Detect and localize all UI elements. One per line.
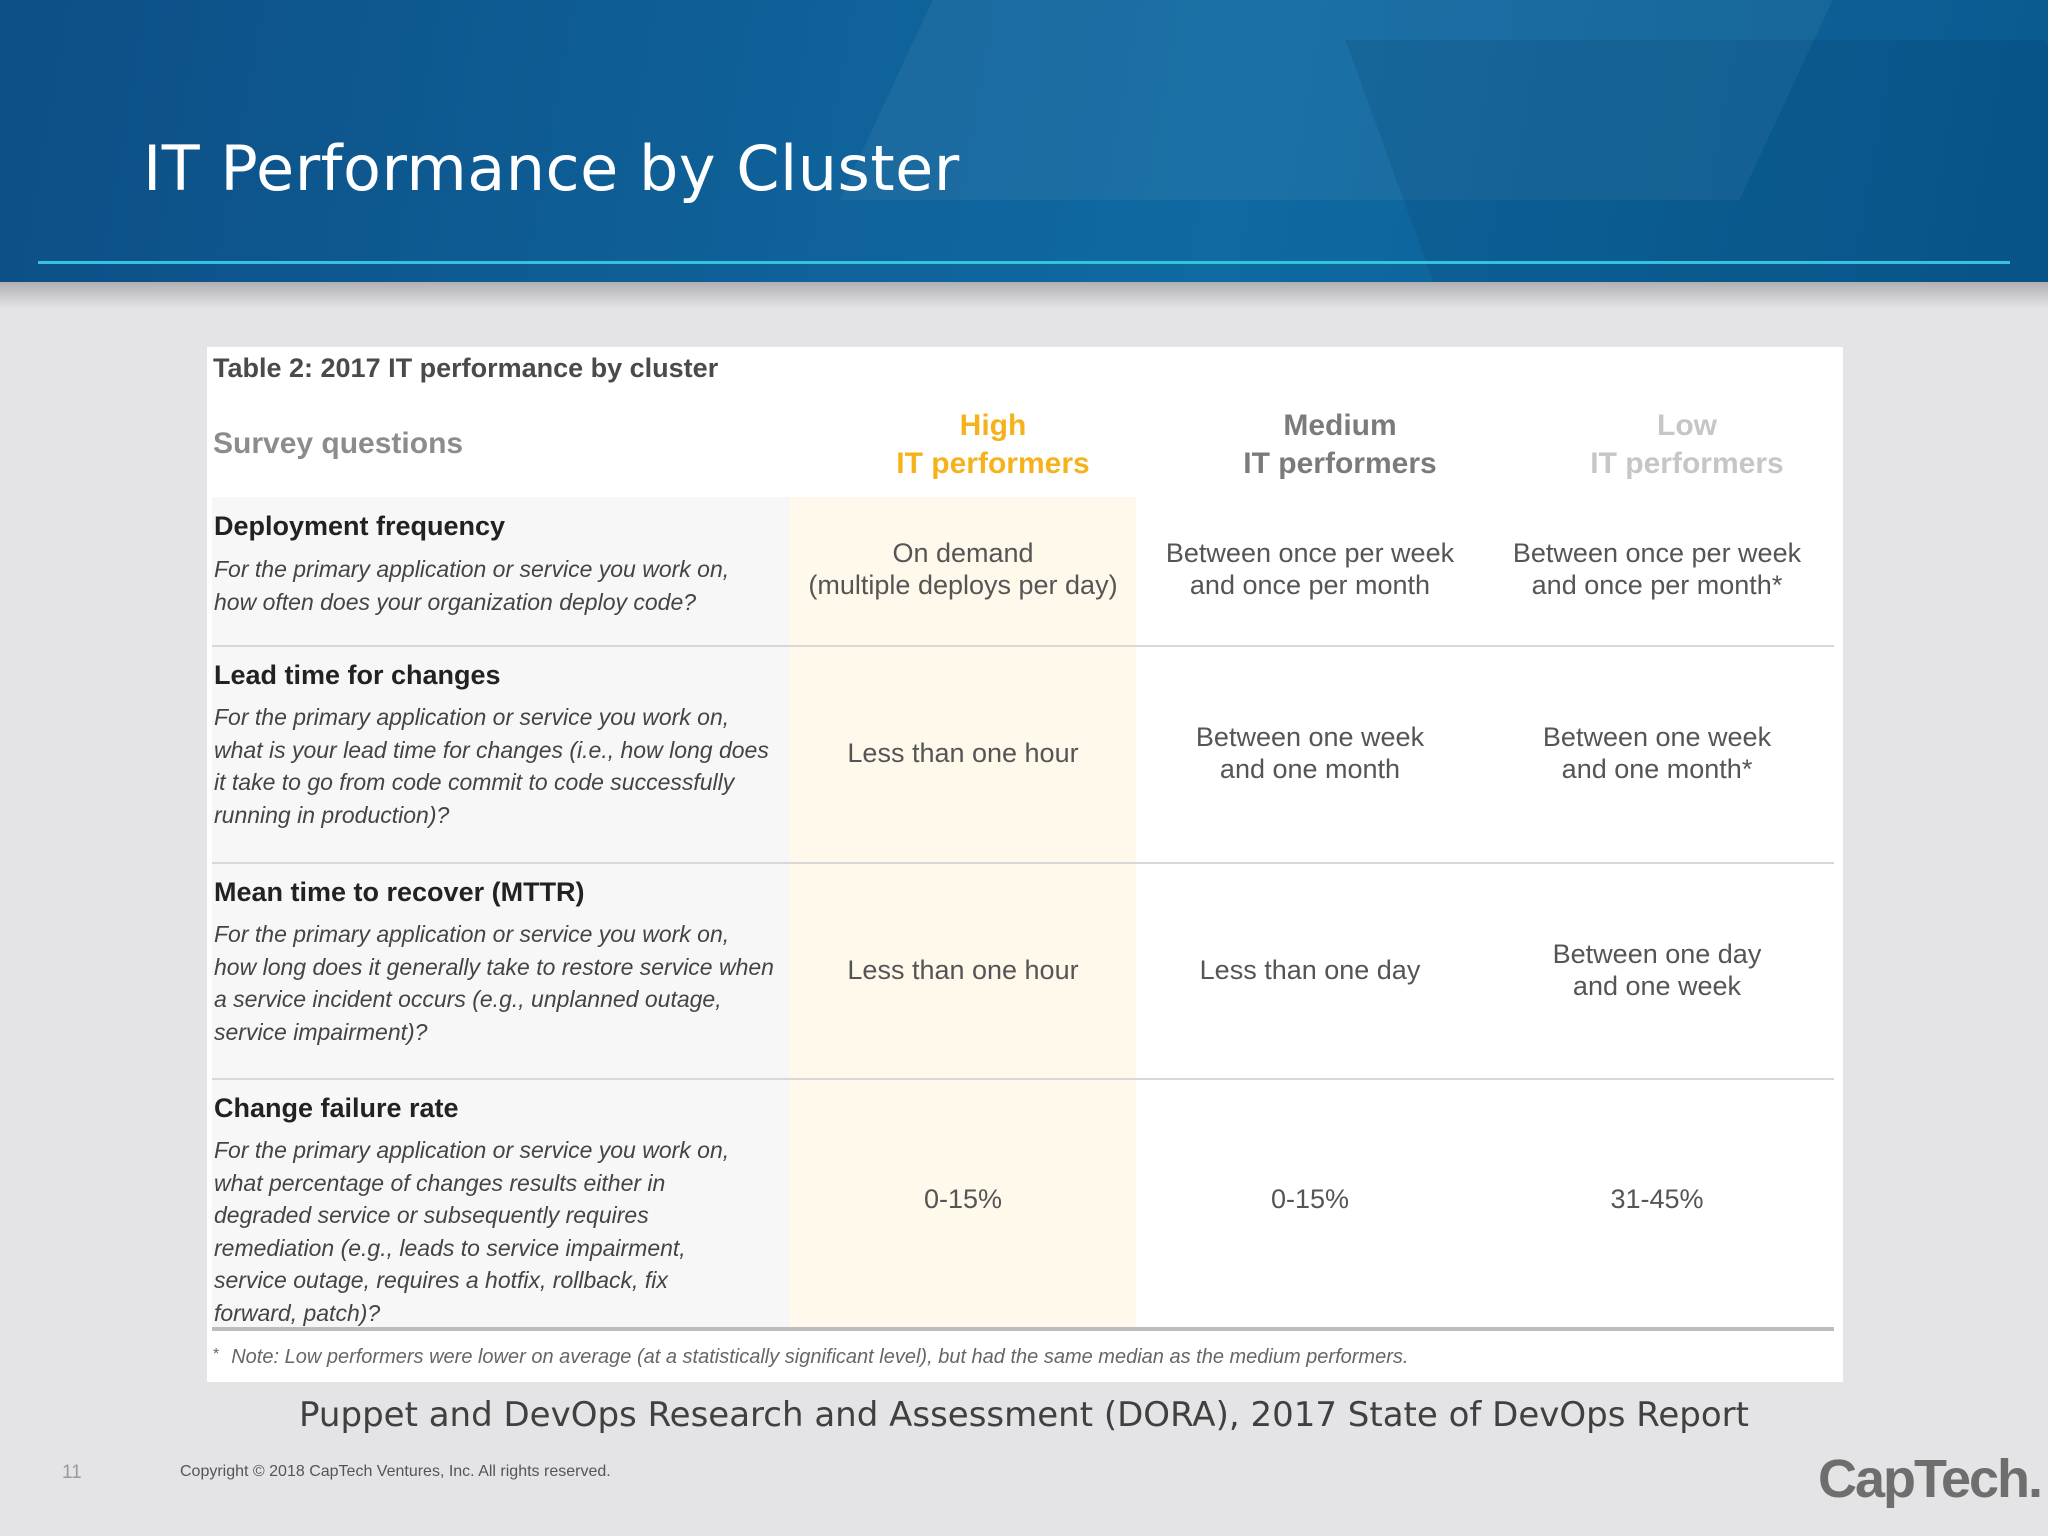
cell-high: 0-15% (790, 1183, 1136, 1215)
cell-low: Between one week and one month* (1484, 721, 1830, 785)
cell-line: and one month* (1561, 754, 1753, 784)
cell-line: Less than one hour (847, 955, 1079, 985)
column-header-line: Medium (1283, 409, 1397, 442)
question-title: Lead time for changes (214, 660, 501, 690)
cell-high: Less than one hour (790, 954, 1136, 986)
question-title: Deployment frequency (214, 511, 506, 541)
cell-high: On demand (multiple deploys per day) (790, 537, 1136, 601)
column-header-line: IT performers (1590, 447, 1784, 480)
footnote-marker: * (213, 1346, 220, 1363)
question-description: For the primary application or service y… (214, 704, 769, 828)
question-description: For the primary application or service y… (214, 1137, 730, 1326)
column-header-line: High (959, 409, 1027, 442)
table-row: Lead time for changes For the primary ap… (212, 647, 1834, 861)
cell-line: Between one day (1552, 939, 1762, 969)
table-row: Change failure rate For the primary appl… (212, 1080, 1834, 1326)
column-header-medium: Medium IT performers (1167, 407, 1513, 483)
cell-low: 31-45% (1484, 1183, 1830, 1215)
column-header-line: IT performers (1243, 447, 1437, 480)
question-title: Mean time to recover (MTTR) (214, 877, 585, 907)
cell-medium: 0-15% (1137, 1183, 1483, 1215)
cell-low: Between once per week and once per month… (1484, 537, 1830, 601)
table-footnote: * Note: Low performers were lower on aver… (213, 1346, 1408, 1369)
question-description: For the primary application or service y… (214, 556, 730, 615)
row-divider (212, 862, 1834, 864)
high-column-highlight (790, 497, 1136, 1327)
cell-line: 0-15% (923, 1184, 1003, 1214)
table-caption: Table 2: 2017 IT performance by cluster (213, 353, 719, 383)
cell-low: Between one day and one week (1484, 938, 1830, 1002)
cell-line: (multiple deploys per day) (808, 570, 1118, 600)
table-row: Deployment frequency For the primary app… (212, 497, 1834, 643)
question-title: Change failure rate (214, 1093, 459, 1123)
column-header-line: IT performers (896, 447, 1090, 480)
cell-line: 0-15% (1270, 1184, 1350, 1214)
cell-line: and one week (1572, 971, 1742, 1001)
cell-line: 31-45% (1610, 1184, 1704, 1214)
performance-table: Table 2: 2017 IT performance by cluster … (207, 347, 1843, 1382)
cell-medium: Between one week and one month (1137, 721, 1483, 785)
captech-logo: CapTech. (1818, 1449, 2043, 1509)
cell-line: Less than one day (1199, 955, 1421, 985)
banner-divider (38, 261, 2010, 264)
cell-medium: Between once per week and once per month (1137, 537, 1483, 601)
survey-questions-header: Survey questions (213, 427, 464, 460)
slide-title: IT Performance by Cluster (143, 132, 960, 205)
page-number: 11 (62, 1462, 82, 1483)
cell-medium: Less than one day (1137, 954, 1483, 986)
row-divider (212, 645, 1834, 647)
column-header-high: High IT performers (820, 407, 1166, 483)
banner-decoration (1345, 40, 2048, 282)
cell-line: Between one week (1195, 722, 1425, 752)
column-header-low: Low IT performers (1514, 407, 1860, 483)
cell-line: Between one week (1542, 722, 1772, 752)
table-row: Mean time to recover (MTTR) For the prim… (212, 864, 1834, 1078)
column-header-line: Low (1657, 409, 1717, 442)
cell-line: Less than one hour (847, 738, 1079, 768)
cell-line: and once per month* (1531, 570, 1783, 600)
banner-shadow (0, 282, 2048, 308)
cell-line: Between once per week (1512, 538, 1802, 568)
cell-line: and one month (1219, 754, 1401, 784)
question-column-background (212, 497, 790, 1327)
footnote-text: Note: Low performers were lower on avera… (231, 1346, 1409, 1368)
copyright-notice: Copyright © 2018 CapTech Ventures, Inc. … (180, 1463, 611, 1480)
question-description: For the primary application or service y… (214, 921, 774, 1045)
cell-line: On demand (892, 538, 1034, 568)
title-banner: IT Performance by Cluster (0, 0, 2048, 282)
row-divider (212, 1078, 1834, 1080)
table-bottom-rule (212, 1327, 1834, 1331)
cell-high: Less than one hour (790, 737, 1136, 769)
source-citation: Puppet and DevOps Research and Assessmen… (299, 1395, 1749, 1435)
cell-line: and once per month (1189, 570, 1431, 600)
cell-line: Between once per week (1165, 538, 1455, 568)
